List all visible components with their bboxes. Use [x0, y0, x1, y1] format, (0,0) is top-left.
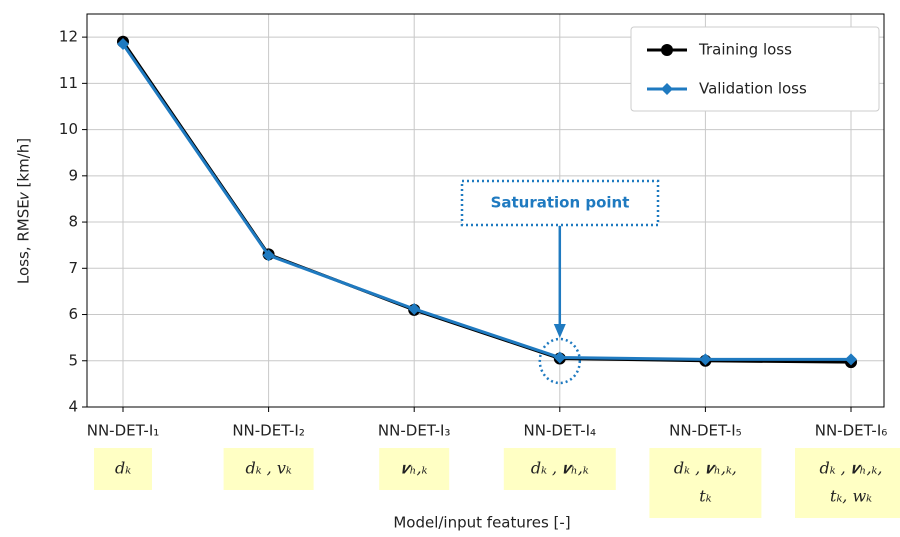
- y-tick-label: 5: [68, 351, 78, 369]
- marker: [117, 38, 129, 51]
- legend-label: Validation loss: [699, 80, 807, 98]
- feature-label: 𝑡ₖ: [699, 487, 711, 506]
- y-tick-label: 10: [59, 120, 78, 138]
- x-tick-label: NN-DET-I₆: [815, 422, 888, 440]
- y-tick-label: 6: [68, 305, 78, 323]
- feature-box: [649, 448, 762, 518]
- feature-label: 𝒗ₕ,ₖ: [401, 459, 428, 478]
- feature-label: 𝑑ₖ , 𝒗ₕ,ₖ,: [820, 459, 883, 478]
- y-tick-label: 9: [68, 166, 78, 184]
- marker: [262, 249, 275, 262]
- x-tick-label: NN-DET-I₂: [232, 422, 305, 440]
- x-axis-label: Model/input features [-]: [393, 514, 570, 532]
- feature-label: 𝑑ₖ , 𝑣ₖ: [245, 459, 291, 478]
- x-tick-label: NN-DET-I₃: [378, 422, 451, 440]
- y-tick-label: 4: [68, 398, 78, 416]
- marker: [845, 353, 857, 366]
- feature-box: [503, 448, 616, 490]
- marker: [408, 302, 421, 315]
- feature-box: [223, 448, 314, 490]
- legend-label: Training loss: [698, 41, 792, 59]
- y-tick-label: 7: [68, 259, 78, 277]
- legend-box: [630, 26, 880, 112]
- marker: [553, 351, 566, 364]
- feature-box: [94, 448, 152, 490]
- y-tick-label: 11: [59, 74, 78, 92]
- marker: [699, 353, 712, 366]
- marker: [661, 44, 673, 56]
- feature-label: 𝑑ₖ: [115, 459, 131, 478]
- annotation-text: Saturation point: [491, 194, 630, 212]
- x-tick-label: NN-DET-I₅: [669, 422, 742, 440]
- series-line: [121, 43, 851, 361]
- plot-frame: [86, 13, 885, 408]
- feature-box: [795, 448, 900, 518]
- y-axis-label: Loss, RMSE𝑣 [km/h]: [15, 138, 33, 284]
- y-tick-label: 12: [59, 28, 78, 46]
- annotation-box: [460, 179, 660, 227]
- feature-label: 𝑑ₖ , 𝒗ₕ,ₖ,: [674, 459, 737, 478]
- feature-label: 𝑡ₖ, 𝑤ₖ: [830, 487, 872, 506]
- feature-label: 𝑑ₖ , 𝒗ₕ,ₖ: [531, 459, 589, 478]
- feature-box: [379, 448, 450, 490]
- marker: [661, 83, 673, 95]
- y-tick-label: 8: [68, 213, 78, 231]
- annotation-circle: [538, 337, 582, 385]
- x-tick-label: NN-DET-I₁: [87, 422, 160, 440]
- x-tick-label: NN-DET-I₄: [524, 422, 597, 440]
- annotation-arrowhead: [553, 324, 566, 338]
